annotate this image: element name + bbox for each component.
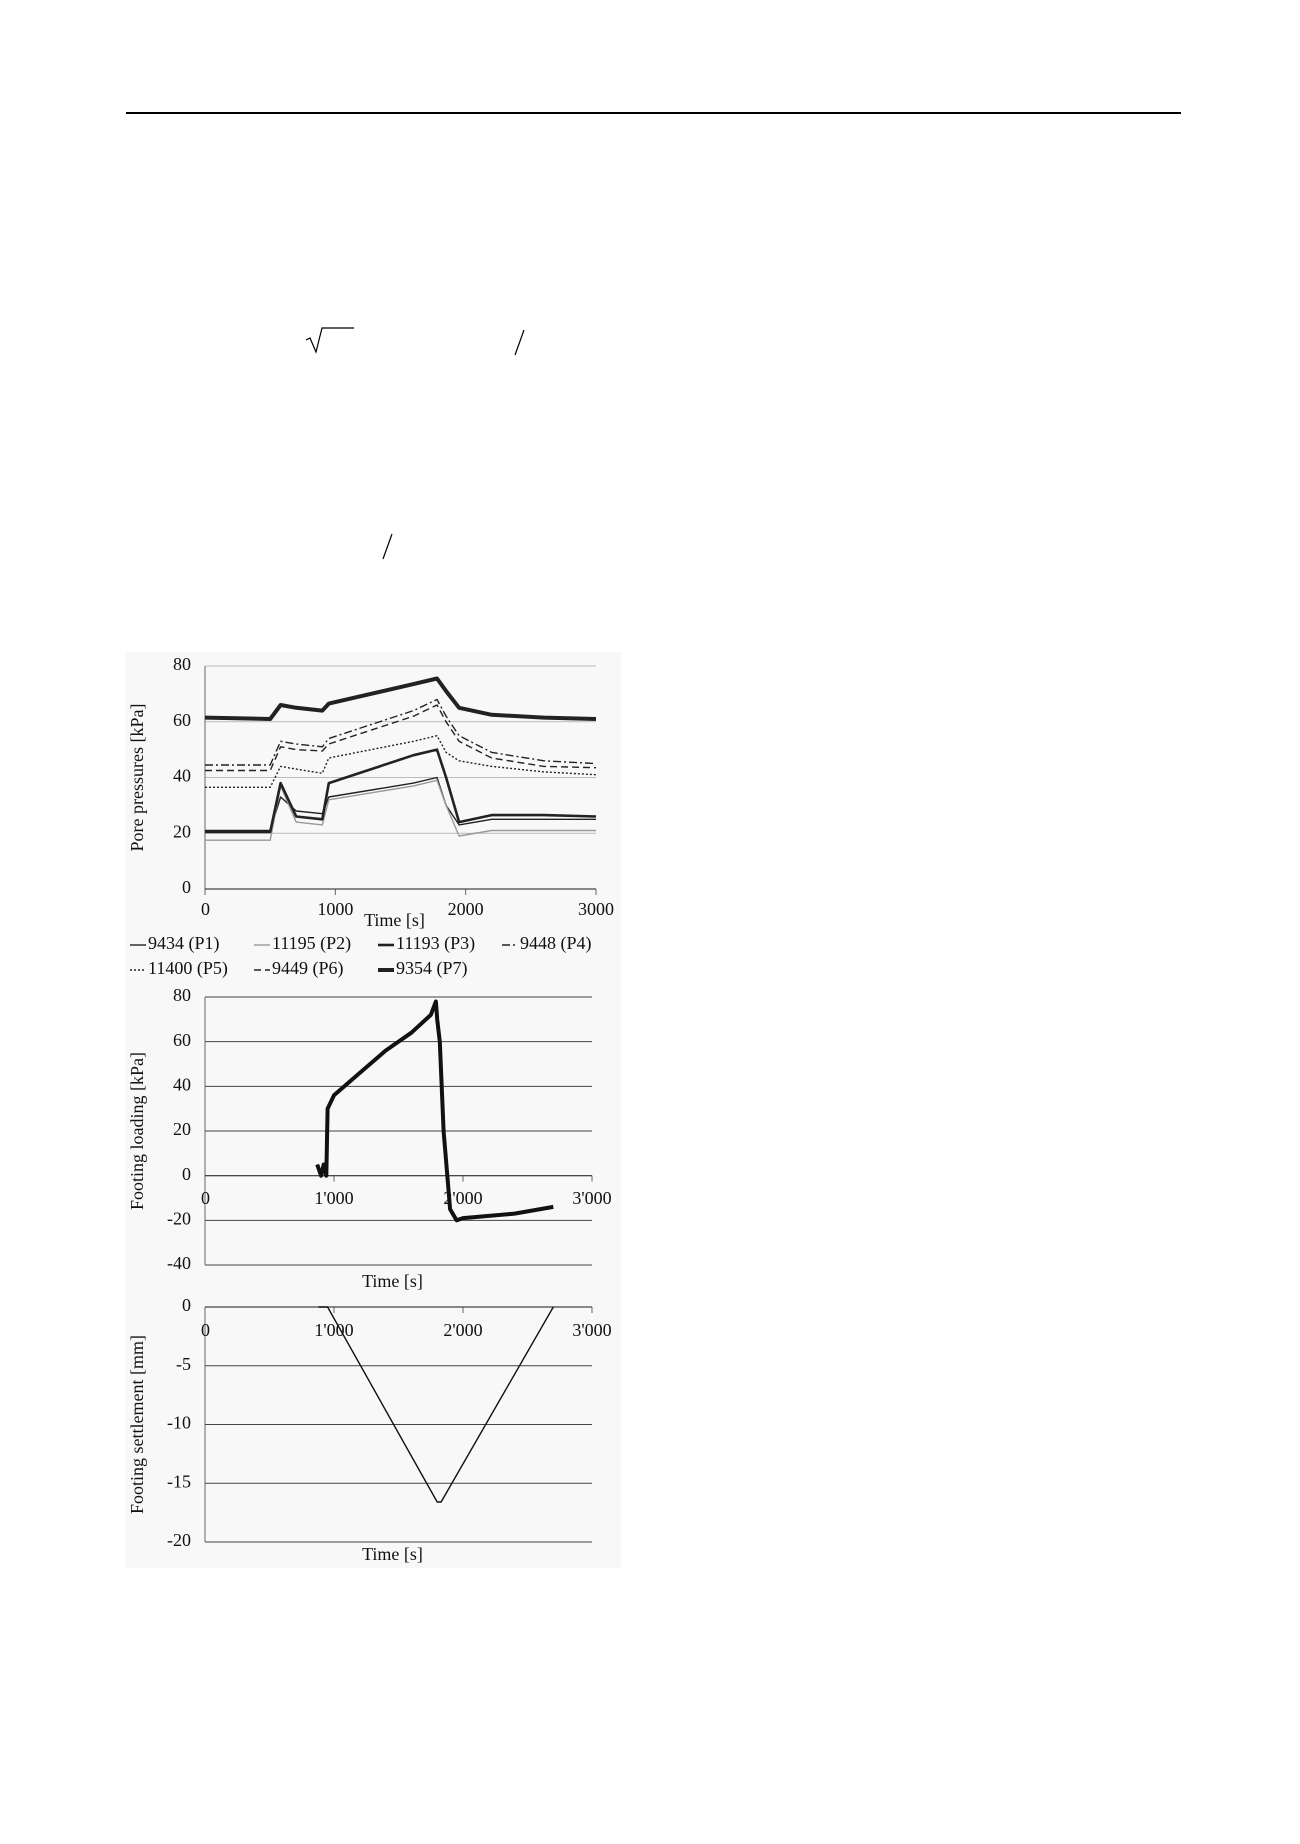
y-tick-label: -10 xyxy=(167,1413,191,1433)
y-tick-label: -15 xyxy=(167,1471,191,1491)
legend-label: 11193 (P3) xyxy=(396,933,475,954)
data-line xyxy=(318,1306,554,1503)
y-tick-label: 20 xyxy=(173,1119,191,1139)
x-tick-label: 2'000 xyxy=(443,1320,482,1340)
legend-label: 9434 (P1) xyxy=(148,933,220,954)
x-tick-label: 2'000 xyxy=(443,1188,482,1208)
y-tick-label: 0 xyxy=(182,1295,191,1315)
x-tick-label: 3000 xyxy=(578,899,614,919)
y-tick-label: 20 xyxy=(173,821,191,841)
legend-label: 9448 (P4) xyxy=(520,933,592,954)
math-slash xyxy=(382,533,393,560)
x-axis-label: Time [s] xyxy=(362,1544,423,1564)
data-line xyxy=(205,748,597,834)
x-tick-label: 2000 xyxy=(448,899,484,919)
data-line xyxy=(205,735,597,788)
x-tick-label: 1'000 xyxy=(314,1188,353,1208)
y-tick-label: 80 xyxy=(173,985,191,1005)
data-line xyxy=(204,676,597,721)
x-axis-label: Time [s] xyxy=(364,910,425,930)
y-tick-label: 60 xyxy=(173,1030,191,1050)
math-slash xyxy=(514,329,525,356)
x-tick-label: 3'000 xyxy=(572,1320,611,1340)
data-line xyxy=(205,776,596,832)
y-tick-label: 40 xyxy=(173,1074,191,1094)
y-axis-label: Footing loading [kPa] xyxy=(127,1052,147,1210)
y-tick-label: -20 xyxy=(167,1208,191,1228)
legend-label: 11400 (P5) xyxy=(148,958,228,979)
math-radical xyxy=(305,327,354,354)
data-line xyxy=(205,704,597,772)
legend-label: 9449 (P6) xyxy=(272,958,344,979)
data-line xyxy=(315,999,554,1223)
x-axis-label: Time [s] xyxy=(362,1271,423,1291)
x-tick-label: 1000 xyxy=(317,899,353,919)
x-tick-label: 0 xyxy=(201,1320,210,1340)
figure-background xyxy=(125,652,621,1568)
y-axis-label: Footing settlement [mm] xyxy=(127,1335,147,1514)
y-tick-label: -5 xyxy=(176,1354,191,1374)
y-tick-label: -20 xyxy=(167,1530,191,1550)
x-tick-label: 0 xyxy=(201,899,210,919)
y-tick-label: 40 xyxy=(173,766,191,786)
y-tick-label: 0 xyxy=(182,877,191,897)
y-tick-label: 60 xyxy=(173,710,191,730)
y-tick-label: -40 xyxy=(167,1253,191,1273)
data-line xyxy=(205,698,597,766)
y-tick-label: 0 xyxy=(182,1164,191,1184)
x-tick-label: 3'000 xyxy=(572,1188,611,1208)
y-axis-label: Pore pressures [kPa] xyxy=(127,704,147,852)
y-tick-label: 80 xyxy=(173,654,191,674)
x-tick-label: 1'000 xyxy=(314,1320,353,1340)
legend-label: 11195 (P2) xyxy=(272,933,351,954)
x-tick-label: 0 xyxy=(201,1188,210,1208)
legend-label: 9354 (P7) xyxy=(396,958,468,979)
